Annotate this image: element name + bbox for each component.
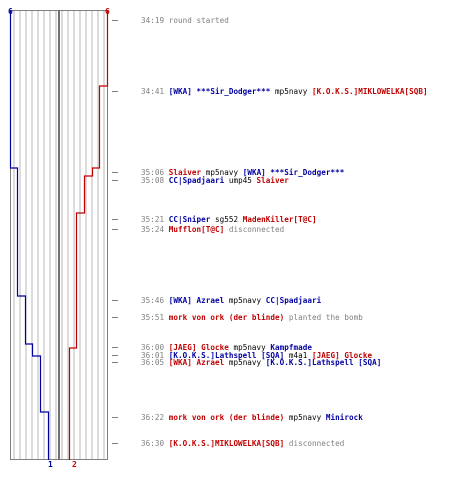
event-row: 35:51 mork von ork (der blinde) planted … <box>141 313 363 323</box>
event-weapon: mp5navy <box>284 413 322 422</box>
event-player-name: MadenKiller[T@C] <box>238 215 317 224</box>
team-left-end-count: 1 <box>48 460 53 469</box>
event-time: 34:41 <box>141 87 169 96</box>
event-player-name: [JAEG] Glocke <box>307 351 373 360</box>
event-row: 35:21 CC|Sniper sg552 MadenKiller[T@C] <box>141 215 317 225</box>
event-weapon: mp5navy <box>228 343 266 352</box>
event-log: 34:19 round started 34:41 [WKA] ***Sir_Do… <box>112 0 450 470</box>
event-time: 35:21 <box>141 215 169 224</box>
event-row: 34:41 [WKA] ***Sir_Dodger*** mp5navy [K.… <box>141 87 428 97</box>
event-player-name: CC|Sniper <box>168 215 211 224</box>
event-row: 36:30 [K.O.K.S.]MIKLOWELKA[SQB] disconne… <box>141 439 344 449</box>
event-tick <box>112 443 118 444</box>
event-row: 35:46 [WKA] Azrael mp5navy CC|Spadjaari <box>141 296 321 306</box>
event-info-text: disconnected <box>224 225 285 234</box>
event-tick <box>112 362 118 363</box>
event-tick <box>112 229 118 230</box>
event-time: 36:05 <box>141 358 169 367</box>
event-weapon: ump45 <box>224 176 252 185</box>
event-time: 35:51 <box>141 313 169 322</box>
event-tick <box>112 219 118 220</box>
event-weapon: m4a1 <box>284 351 308 360</box>
team-left-start-count: 6 <box>8 7 13 16</box>
event-player-name: Minirock <box>321 413 363 422</box>
event-time: 35:06 <box>141 168 169 177</box>
event-tick <box>112 355 118 356</box>
event-player-name: [WKA] Azrael <box>168 296 225 305</box>
event-player-name: Mufflon[T@C] <box>168 225 225 234</box>
event-tick <box>112 91 118 92</box>
event-info-text: disconnected <box>284 439 345 448</box>
team-right-end-count: 2 <box>72 460 77 469</box>
team-left-count-line <box>9 10 50 460</box>
event-row: 36:01 [K.O.K.S.]Lathspell [SQA] m4a1 [JA… <box>141 351 372 361</box>
event-tick <box>112 417 118 418</box>
event-player-name: Slaiver <box>251 176 289 185</box>
event-player-name: [K.O.K.S.]MIKLOWELKA[SQB] <box>168 439 285 448</box>
event-info-text: round started <box>168 16 229 25</box>
event-player-name: CC|Spadjaari <box>168 176 225 185</box>
event-row: 36:22 mork von ork (der blinde) mp5navy … <box>141 413 363 423</box>
event-time: 36:01 <box>141 351 169 360</box>
event-player-name: [JAEG] Glocke <box>168 343 229 352</box>
event-player-name: [K.O.K.S.]Lathspell [SQA] <box>261 358 382 367</box>
event-weapon: mp5navy <box>224 358 262 367</box>
event-player-name: Slaiver <box>168 168 202 177</box>
player-count-chart: 6 6 1 2 <box>8 7 110 469</box>
chart-grid <box>13 11 105 459</box>
event-info-text: planted the bomb <box>284 313 363 322</box>
event-player-name: Kampfmade <box>265 343 313 352</box>
event-time: 35:46 <box>141 296 169 305</box>
event-row: 36:00 [JAEG] Glocke mp5navy Kampfmade <box>141 343 312 353</box>
event-player-name: CC|Spadjaari <box>261 296 322 305</box>
event-time: 35:24 <box>141 225 169 234</box>
event-time: 36:30 <box>141 439 169 448</box>
event-row: 35:24 Mufflon[T@C] disconnected <box>141 225 284 235</box>
event-row: 35:08 CC|Spadjaari ump45 Slaiver <box>141 176 289 186</box>
event-time: 36:00 <box>141 343 169 352</box>
event-player-name: [WKA] ***Sir_Dodger*** <box>168 87 271 96</box>
event-tick <box>112 172 118 173</box>
event-weapon: mp5navy <box>224 296 262 305</box>
event-player-name: [WKA] Azrael <box>168 358 225 367</box>
event-time: 36:22 <box>141 413 169 422</box>
event-tick <box>112 347 118 348</box>
event-player-name: [K.O.K.S.]MIKLOWELKA[SQB] <box>307 87 428 96</box>
event-tick <box>112 180 118 181</box>
event-time: 34:19 <box>141 16 169 25</box>
event-player-name: [WKA] ***Sir_Dodger*** <box>238 168 345 177</box>
event-player-name: mork von ork (der blinde) <box>168 413 285 422</box>
event-weapon: mp5navy <box>201 168 239 177</box>
event-row: 34:19 round started <box>141 16 229 26</box>
event-player-name: [K.O.K.S.]Lathspell [SQA] <box>168 351 285 360</box>
event-player-name: mork von ork (der blinde) <box>168 313 285 322</box>
team-right-start-count: 6 <box>105 7 110 16</box>
event-tick <box>112 20 118 21</box>
event-tick <box>112 317 118 318</box>
event-tick <box>112 300 118 301</box>
event-time: 35:08 <box>141 176 169 185</box>
event-weapon: mp5navy <box>270 87 308 96</box>
event-row: 36:05 [WKA] Azrael mp5navy [K.O.K.S.]Lat… <box>141 358 381 368</box>
team-right-count-line <box>68 10 109 460</box>
event-row: 35:06 Slaiver mp5navy [WKA] ***Sir_Dodge… <box>141 168 344 178</box>
event-weapon: sg552 <box>210 215 239 224</box>
